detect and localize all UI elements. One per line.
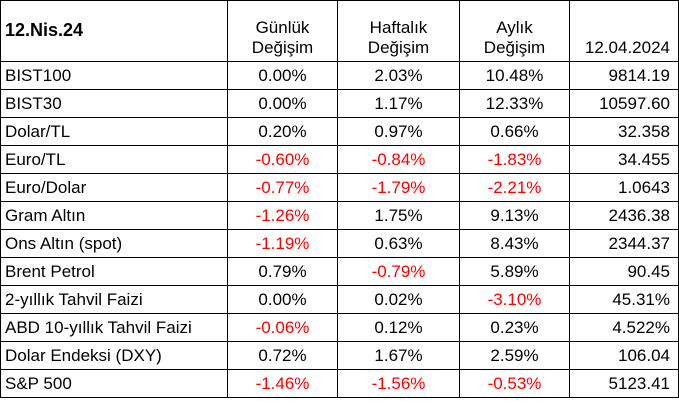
monthly-change-cell: 8.43% <box>459 229 570 258</box>
header-value-line2: 12.04.2024 <box>584 38 670 57</box>
monthly-change-cell: -2.21% <box>459 173 570 202</box>
table-row: Dolar/TL 0.20% 0.97% 0.66% 32.358 <box>0 117 679 146</box>
row-name-cell: 2-yıllık Tahvil Faizi <box>0 285 228 314</box>
value-cell: 2436.38 <box>569 201 679 230</box>
table-row: 2-yıllık Tahvil Faizi 0.00% 0.02% -3.10% 45.… <box>0 285 679 314</box>
row-name-cell: BIST100 <box>0 61 228 90</box>
weekly-change-cell: -0.84% <box>337 145 460 174</box>
row-name-cell: Dolar/TL <box>0 117 228 146</box>
table-row: ABD 10-yıllık Tahvil Faizi -0.06% 0.12% 0.2… <box>0 313 679 342</box>
monthly-change-cell: -0.53% <box>459 369 570 398</box>
header-monthly-line1: Aylık <box>496 18 533 37</box>
daily-change-cell: -1.26% <box>227 201 338 230</box>
value-cell: 90.45 <box>569 257 679 286</box>
monthly-change-cell: 2.59% <box>459 341 570 370</box>
daily-change-cell: -1.46% <box>227 369 338 398</box>
table-row: Brent Petrol 0.79% -0.79% 5.89% 90.45 <box>0 257 679 286</box>
table-date-title: 12.Nis.24 <box>0 0 228 62</box>
value-cell: 1.0643 <box>569 173 679 202</box>
header-daily-line1: Günlük <box>255 18 310 37</box>
row-name-cell: Brent Petrol <box>0 257 228 286</box>
monthly-change-cell: 5.89% <box>459 257 570 286</box>
monthly-change-cell: 0.23% <box>459 313 570 342</box>
monthly-change-cell: -3.10% <box>459 285 570 314</box>
table-row: Gram Altın -1.26% 1.75% 9.13% 2436.38 <box>0 201 679 230</box>
header-weekly-line2: Değişim <box>367 38 430 57</box>
table-row: BIST30 0.00% 1.17% 12.33% 10597.60 <box>0 89 679 118</box>
weekly-change-cell: 2.03% <box>337 61 460 90</box>
row-name-cell: S&P 500 <box>0 369 228 398</box>
value-cell: 5123.41 <box>569 369 679 398</box>
value-cell: 9814.19 <box>569 61 679 90</box>
daily-change-cell: 0.20% <box>227 117 338 146</box>
daily-change-cell: -0.06% <box>227 313 338 342</box>
header-monthly-change: Aylık Değişim <box>459 0 570 62</box>
value-cell: 106.04 <box>569 341 679 370</box>
header-weekly-line1: Haftalık <box>369 18 428 37</box>
weekly-change-cell: -1.79% <box>337 173 460 202</box>
row-name-cell: Euro/TL <box>0 145 228 174</box>
value-cell: 32.358 <box>569 117 679 146</box>
weekly-change-cell: 0.12% <box>337 313 460 342</box>
table-row: Ons Altın (spot) -1.19% 0.63% 8.43% 2344.37 <box>0 229 679 258</box>
table-row: BIST100 0.00% 2.03% 10.48% 9814.19 <box>0 61 679 90</box>
daily-change-cell: 0.79% <box>227 257 338 286</box>
monthly-change-cell: -1.83% <box>459 145 570 174</box>
value-cell: 45.31% <box>569 285 679 314</box>
daily-change-cell: 0.00% <box>227 89 338 118</box>
value-cell: 34.455 <box>569 145 679 174</box>
monthly-change-cell: 12.33% <box>459 89 570 118</box>
row-name-cell: Dolar Endeksi (DXY) <box>0 341 228 370</box>
header-weekly-change: Haftalık Değişim <box>337 0 460 62</box>
monthly-change-cell: 9.13% <box>459 201 570 230</box>
value-cell: 2344.37 <box>569 229 679 258</box>
weekly-change-cell: 0.97% <box>337 117 460 146</box>
header-monthly-line2: Değişim <box>483 38 546 57</box>
weekly-change-cell: -0.79% <box>337 257 460 286</box>
header-value-date: 12.04.2024 <box>569 0 679 62</box>
weekly-change-cell: 1.75% <box>337 201 460 230</box>
header-daily-change: Günlük Değişim <box>227 0 338 62</box>
weekly-change-cell: 0.63% <box>337 229 460 258</box>
header-value-line1 <box>574 18 670 38</box>
daily-change-cell: 0.00% <box>227 61 338 90</box>
daily-change-cell: 0.72% <box>227 341 338 370</box>
daily-change-cell: -1.19% <box>227 229 338 258</box>
table-row: S&P 500 -1.46% -1.56% -0.53% 5123.41 <box>0 369 679 398</box>
monthly-change-cell: 10.48% <box>459 61 570 90</box>
row-name-cell: ABD 10-yıllık Tahvil Faizi <box>0 313 228 342</box>
daily-change-cell: -0.77% <box>227 173 338 202</box>
table-row: Dolar Endeksi (DXY) 0.72% 1.67% 2.59% 106.04 <box>0 341 679 370</box>
weekly-change-cell: 1.67% <box>337 341 460 370</box>
row-name-cell: BIST30 <box>0 89 228 118</box>
daily-change-cell: -0.60% <box>227 145 338 174</box>
value-cell: 4.522% <box>569 313 679 342</box>
table-row: Euro/Dolar -0.77% -1.79% -2.21% 1.0643 <box>0 173 679 202</box>
value-cell: 10597.60 <box>569 89 679 118</box>
row-name-cell: Ons Altın (spot) <box>0 229 228 258</box>
header-daily-line2: Değişim <box>251 38 314 57</box>
header-row: 12.Nis.24 Günlük Değişim Haftalık Değişi… <box>0 0 679 62</box>
daily-change-cell: 0.00% <box>227 285 338 314</box>
weekly-change-cell: -1.56% <box>337 369 460 398</box>
weekly-change-cell: 0.02% <box>337 285 460 314</box>
monthly-change-cell: 0.66% <box>459 117 570 146</box>
row-name-cell: Euro/Dolar <box>0 173 228 202</box>
weekly-change-cell: 1.17% <box>337 89 460 118</box>
row-name-cell: Gram Altın <box>0 201 228 230</box>
table-row: Euro/TL -0.60% -0.84% -1.83% 34.455 <box>0 145 679 174</box>
